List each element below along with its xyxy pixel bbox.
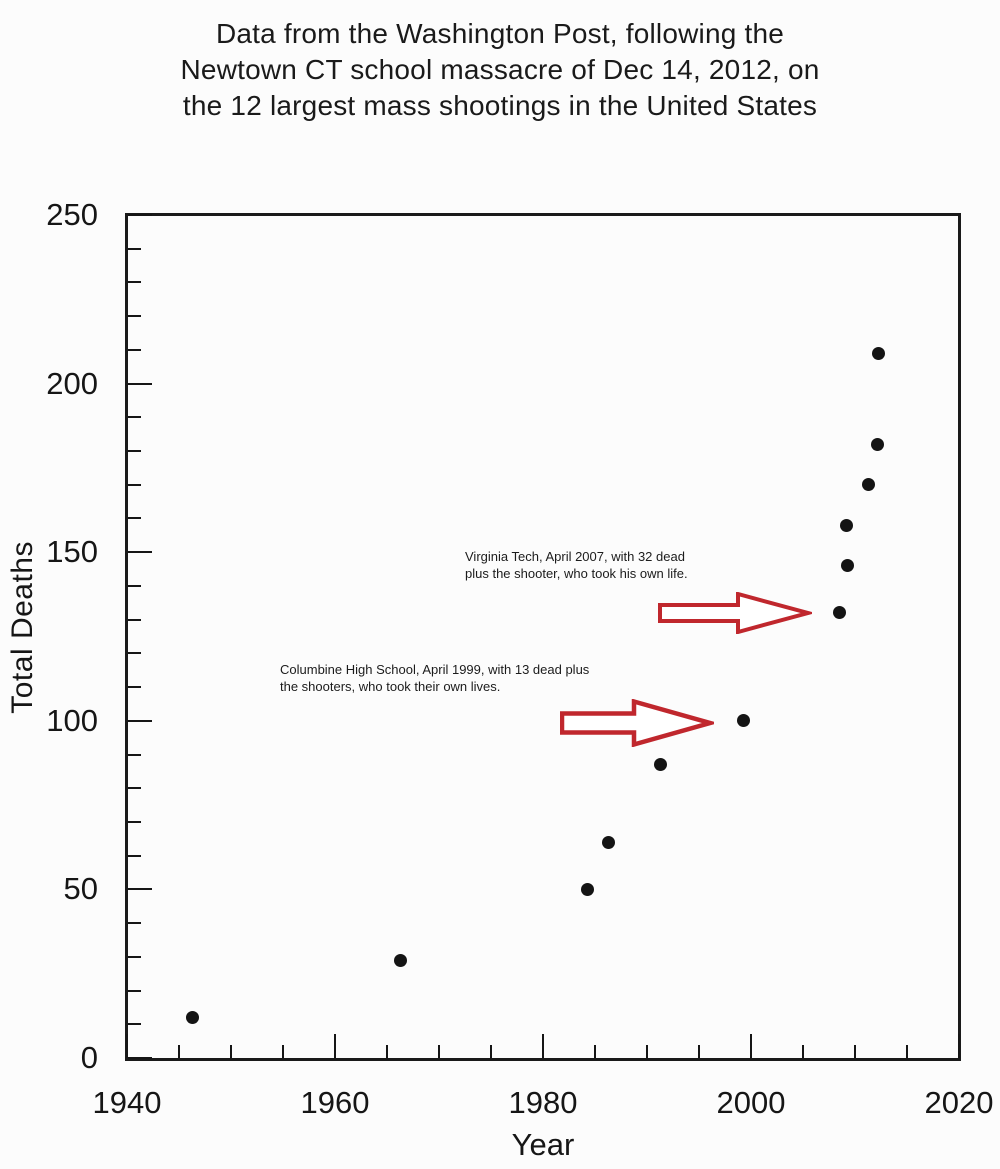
y-axis-tick-label: 100 [46, 702, 98, 738]
columbine-arrow-icon [560, 699, 714, 747]
x-axis-minor-tick [906, 1045, 908, 1058]
x-axis-minor-tick [438, 1045, 440, 1058]
x-axis-minor-tick [854, 1045, 856, 1058]
x-axis-tick-label: 1940 [92, 1085, 162, 1120]
y-axis-minor-tick [128, 247, 141, 250]
y-axis-minor-tick [128, 753, 141, 756]
data-point [832, 606, 846, 620]
data-point [872, 346, 886, 360]
y-axis-tick-label: 0 [80, 1040, 98, 1075]
y-axis-minor-tick [128, 483, 141, 486]
y-axis-minor-tick [128, 955, 141, 958]
virginia-tech-arrow-icon [658, 592, 812, 634]
x-axis-minor-tick [698, 1045, 700, 1058]
y-axis-major-tick [128, 214, 152, 216]
x-axis-tick-label: 1960 [300, 1085, 370, 1120]
y-axis-major-tick [128, 888, 152, 891]
y-axis-minor-tick [128, 348, 141, 351]
annotation-line: Virginia Tech, April 2007, with 32 dead [465, 549, 685, 564]
y-axis-minor-tick [128, 652, 141, 655]
data-point [602, 835, 616, 849]
data-point [841, 559, 855, 573]
data-point [186, 1011, 200, 1025]
x-axis-major-tick [542, 1034, 544, 1058]
x-axis-minor-tick [646, 1045, 648, 1058]
chart-title-line: the 12 largest mass shootings in the Uni… [182, 90, 818, 121]
y-axis-minor-tick [128, 1023, 141, 1026]
x-axis-minor-tick [490, 1045, 492, 1058]
y-axis-minor-tick [128, 820, 141, 823]
y-axis-minor-tick [128, 315, 141, 318]
data-point [737, 714, 751, 728]
x-axis-minor-tick [178, 1045, 180, 1058]
y-axis-minor-tick [128, 281, 141, 284]
columbine-annotation: Columbine High School, April 1999, with … [280, 661, 589, 695]
y-axis-minor-tick [128, 787, 141, 790]
data-point [581, 882, 595, 896]
x-axis-minor-tick [594, 1045, 596, 1058]
x-axis-label: Year [511, 1127, 575, 1162]
x-axis-major-tick [750, 1034, 752, 1058]
plot-area [125, 213, 961, 1061]
x-axis-tick-label: 2020 [924, 1085, 994, 1120]
y-axis-minor-tick [128, 989, 141, 992]
x-axis-tick-label: 1980 [508, 1085, 578, 1120]
data-point [394, 953, 408, 967]
y-axis-minor-tick [128, 922, 141, 925]
chart-title-line: Newtown CT school massacre of Dec 14, 20… [180, 54, 820, 85]
y-axis-major-tick [128, 551, 152, 554]
x-axis-major-tick [958, 1034, 960, 1058]
chart-title-line: Data from the Washington Post, following… [215, 18, 785, 49]
x-axis-minor-tick [230, 1045, 232, 1058]
y-axis-tick-label: 250 [46, 197, 98, 232]
annotation-line: plus the shooter, who took his own life. [465, 566, 688, 581]
y-axis-major-tick [128, 719, 152, 722]
y-axis-major-tick [128, 382, 152, 385]
virginia-tech-annotation: Virginia Tech, April 2007, with 32 dead … [465, 548, 688, 582]
y-axis-minor-tick [128, 686, 141, 689]
data-point [871, 437, 885, 451]
y-axis-minor-tick [128, 517, 141, 520]
x-axis-tick-label: 2000 [716, 1085, 786, 1120]
y-axis-minor-tick [128, 584, 141, 587]
y-axis-tick-label: 150 [46, 534, 98, 570]
chart-title: Data from the Washington Post, following… [0, 16, 1000, 124]
annotation-line: the shooters, who took their own lives. [280, 679, 501, 694]
annotation-line: Columbine High School, April 1999, with … [280, 662, 590, 677]
y-axis-tick-label: 200 [46, 365, 98, 401]
y-axis-tick-label: 50 [63, 871, 98, 907]
y-axis-minor-tick [128, 618, 141, 621]
data-point [862, 478, 876, 492]
x-axis-major-tick [334, 1034, 336, 1058]
x-axis-major-tick [126, 1034, 128, 1058]
x-axis-minor-tick [282, 1045, 284, 1058]
data-point [840, 518, 854, 532]
x-axis-minor-tick [386, 1045, 388, 1058]
y-axis-major-tick [128, 1057, 152, 1059]
y-axis-minor-tick [128, 450, 141, 453]
y-axis-minor-tick [128, 854, 141, 857]
y-axis-minor-tick [128, 416, 141, 419]
x-axis-minor-tick [802, 1045, 804, 1058]
data-point [654, 758, 668, 772]
